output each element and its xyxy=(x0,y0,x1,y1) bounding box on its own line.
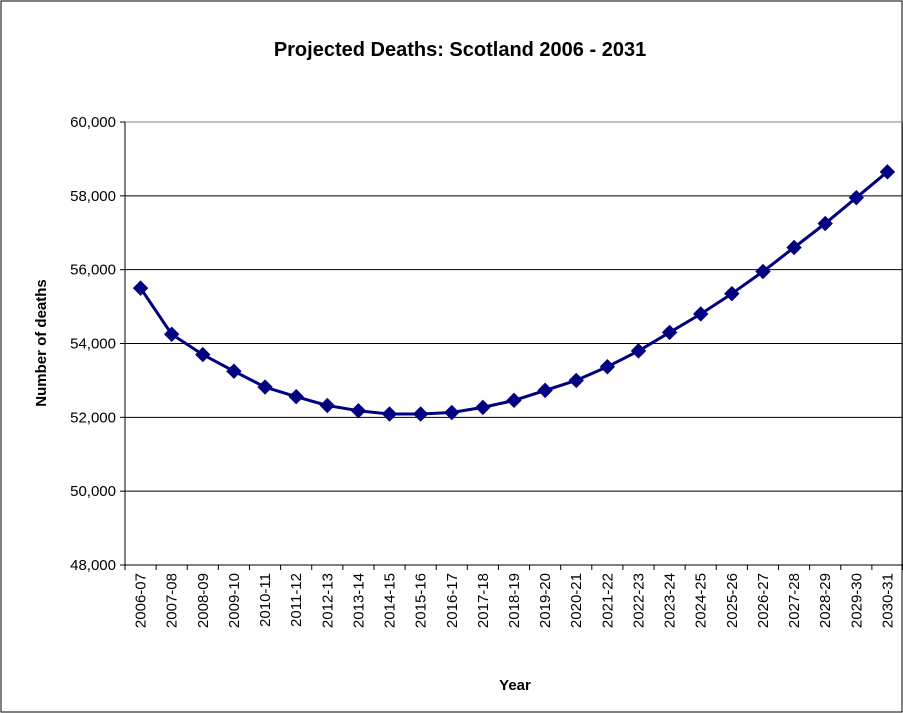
data-point xyxy=(412,406,429,422)
x-tick-label: 2025-26 xyxy=(724,573,741,628)
series xyxy=(132,164,896,422)
x-tick-label: 2028-29 xyxy=(817,573,834,628)
x-tick-label: 2016-17 xyxy=(444,573,461,628)
x-tick-label: 2022-23 xyxy=(630,573,647,628)
data-point xyxy=(226,363,242,379)
x-tick-label: 2013-14 xyxy=(350,573,367,628)
x-tick-label: 2012-13 xyxy=(319,573,336,628)
data-point xyxy=(786,239,802,256)
data-point xyxy=(879,164,896,180)
x-tick-label: 2029-30 xyxy=(848,573,865,628)
x-tick-label: 2017-18 xyxy=(475,573,492,628)
data-point xyxy=(132,280,149,296)
data-point xyxy=(568,372,584,389)
data-point xyxy=(195,346,211,363)
data-point xyxy=(630,343,647,359)
data-point xyxy=(537,382,553,399)
x-tick-label: 2021-22 xyxy=(599,573,616,628)
x-tick-label: 2006-07 xyxy=(133,573,150,628)
data-point xyxy=(817,215,833,232)
x-axis: 2006-07 2007-08 2008-09 2009-10 2010-11 2011-… xyxy=(124,564,903,628)
data-point xyxy=(661,324,678,341)
x-tick-label: 2026-27 xyxy=(755,573,772,628)
data-point xyxy=(381,406,398,422)
x-tick-label: 2023-24 xyxy=(662,573,679,628)
y-tick-label: 60,000 xyxy=(70,114,116,131)
y-tick-label: 48,000 xyxy=(70,557,116,574)
x-tick-label: 2008-09 xyxy=(195,573,212,628)
x-tick-label: 2019-20 xyxy=(537,573,554,628)
x-tick-label: 2024-25 xyxy=(693,573,710,628)
y-tick-label: 54,000 xyxy=(70,336,116,353)
x-tick-label: 2030-31 xyxy=(879,573,896,628)
data-point xyxy=(350,402,367,419)
x-tick-label: 2015-16 xyxy=(413,573,430,628)
x-tick-label: 2009-10 xyxy=(226,573,243,628)
y-tick-label: 56,000 xyxy=(70,262,116,279)
data-point xyxy=(506,392,522,409)
data-point xyxy=(848,189,865,206)
data-point xyxy=(444,404,460,421)
data-point xyxy=(319,397,335,414)
x-tick-label: 2014-15 xyxy=(382,573,399,628)
chart-title: Projected Deaths: Scotland 2006 - 2031 xyxy=(274,39,646,61)
x-tick-label: 2027-28 xyxy=(786,573,803,628)
y-tick-label: 52,000 xyxy=(70,409,116,426)
y-axis-title: Number of deaths xyxy=(33,279,50,407)
data-point xyxy=(755,263,771,280)
data-point xyxy=(599,359,616,375)
x-tick-label: 2011-12 xyxy=(288,573,305,627)
y-axis: 48,000 50,000 52,000 54,000 56,000 58,000 60,0… xyxy=(70,114,126,574)
data-point xyxy=(288,388,304,405)
y-tick-label: 50,000 xyxy=(70,483,116,500)
x-axis-title: Year xyxy=(499,677,531,694)
x-tick-label: 2010-11 xyxy=(257,573,274,627)
x-tick-label: 2007-08 xyxy=(164,573,181,628)
data-point xyxy=(693,306,709,322)
data-point xyxy=(257,379,273,395)
x-tick-label: 2018-19 xyxy=(506,573,523,628)
data-point xyxy=(475,399,491,416)
y-tick-label: 58,000 xyxy=(70,188,116,205)
x-tick-label: 2020-21 xyxy=(568,573,585,628)
data-point xyxy=(724,285,740,302)
data-point xyxy=(163,326,180,342)
